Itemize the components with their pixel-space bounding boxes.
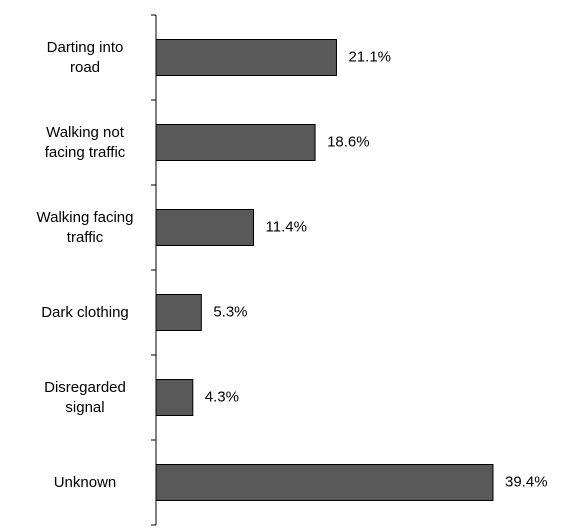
category-label: Walking facing traffic [36,208,134,246]
bar [155,209,255,246]
value-label: 4.3% [205,388,239,405]
bar [155,379,194,416]
bar [155,464,494,501]
category-label: Walking not facing traffic [44,123,126,161]
category-label: Dark clothing [41,303,129,321]
value-label: 11.4% [266,218,307,235]
bar [155,124,316,161]
bar [155,294,202,331]
value-label: 39.4% [505,473,548,490]
value-label: 21.1% [348,48,391,65]
value-label: 18.6% [327,133,370,150]
category-label: Disregarded signal [44,378,126,416]
category-label: Unknown [53,473,117,491]
category-label: Darting into road [46,38,124,76]
bar [155,39,337,76]
value-label: 5.3% [213,303,247,320]
